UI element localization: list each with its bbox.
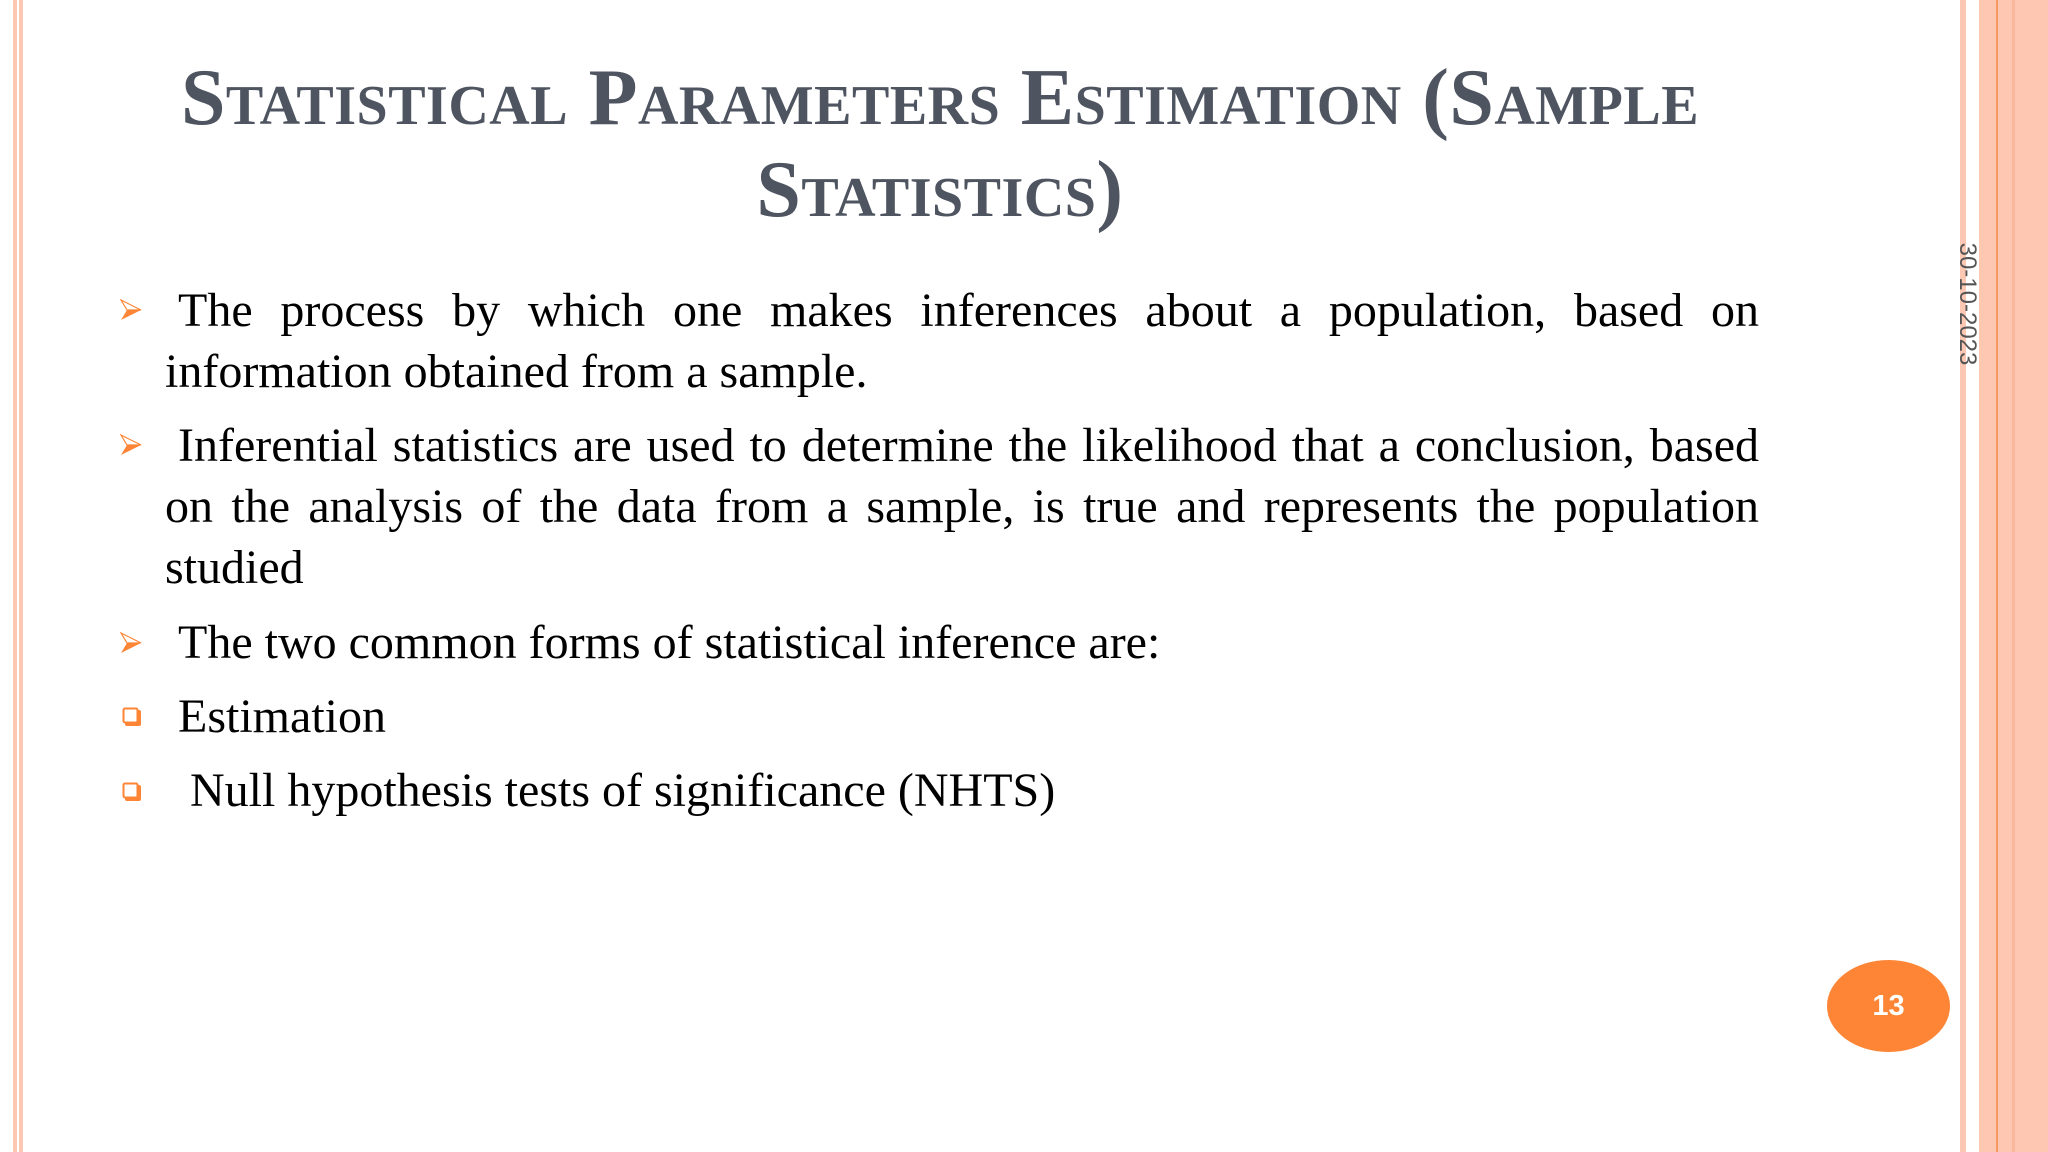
bullet-text: Inferential statistics are used to deter…: [165, 415, 1759, 598]
bullet-text: The two common forms of statistical infe…: [178, 616, 1161, 669]
left-border: [13, 0, 17, 1152]
slide-title: Statistical Parameters Estimation (Sampl…: [100, 52, 1780, 236]
title-line: Statistical Parameters Estimation (Sampl…: [180, 54, 1700, 142]
bullet-text-content: The process by which one makes inference…: [165, 284, 1759, 398]
square-bullet-icon: [122, 782, 141, 801]
arrow-bullet-icon: [120, 434, 142, 455]
arrow-bullet-icon: [120, 632, 142, 653]
bullet-text: Estimation: [178, 690, 386, 743]
slide-date: 30-10-2023: [1954, 242, 1981, 366]
bullet-text: The process by which one makes inference…: [165, 280, 1759, 402]
arrow-bullet-icon: [120, 299, 142, 320]
page-number-badge: 13: [1827, 960, 1950, 1052]
right-border: [1960, 0, 1966, 1152]
right-border-line: [2012, 0, 2015, 1152]
right-border-line: [1996, 0, 1998, 1152]
bullet-text-content: Inferential statistics are used to deter…: [165, 419, 1759, 594]
page-number: 13: [1872, 989, 1905, 1022]
left-border: [19, 0, 23, 1152]
title-line: Statistics): [756, 146, 1124, 234]
square-bullet-icon: [122, 707, 141, 726]
bullet-text: Null hypothesis tests of significance (N…: [190, 764, 1056, 817]
